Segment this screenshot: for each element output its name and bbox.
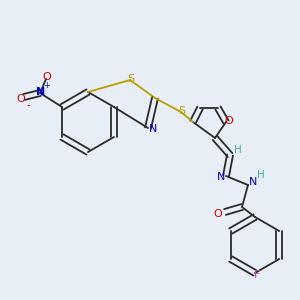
Text: N: N xyxy=(36,87,46,97)
Text: H: H xyxy=(257,170,265,180)
Text: H: H xyxy=(234,145,242,155)
Text: N: N xyxy=(249,177,257,187)
Text: O: O xyxy=(225,116,233,126)
Text: S: S xyxy=(128,74,135,84)
Text: N: N xyxy=(217,172,225,182)
Text: -: - xyxy=(26,100,30,110)
Text: S: S xyxy=(178,106,186,116)
Text: F: F xyxy=(254,270,260,280)
Text: +: + xyxy=(44,80,50,89)
Text: N: N xyxy=(149,124,157,134)
Text: O: O xyxy=(16,94,26,104)
Text: O: O xyxy=(214,209,222,219)
Text: O: O xyxy=(43,72,51,82)
